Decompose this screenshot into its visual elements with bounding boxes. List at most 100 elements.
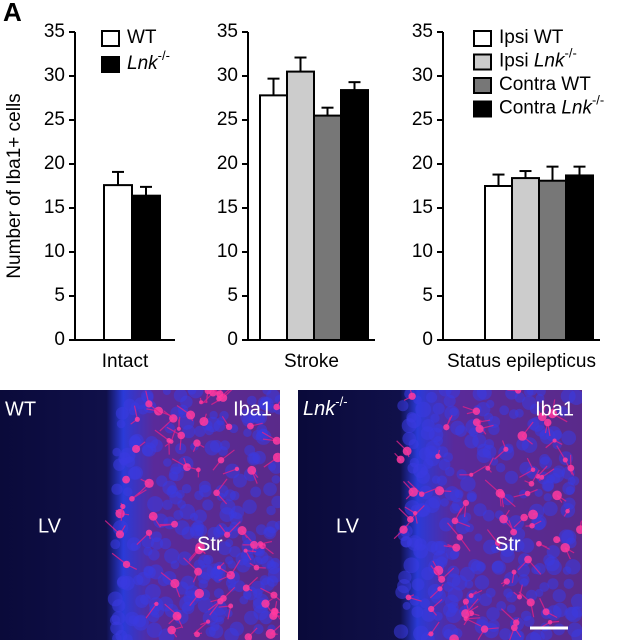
y-tick-label: 10: [44, 241, 65, 262]
microglia-body: [433, 565, 444, 576]
microglia-body: [553, 536, 561, 544]
nucleus: [504, 470, 519, 484]
nucleus: [444, 486, 460, 501]
nucleus: [271, 475, 280, 484]
y-tick-label: 0: [422, 329, 433, 350]
y-tick-label: 15: [217, 197, 238, 218]
nucleus: [439, 517, 454, 532]
nucleus: [472, 433, 487, 449]
nucleus: [541, 479, 555, 492]
microglia-body: [167, 625, 176, 635]
nucleus: [462, 512, 472, 522]
y-tick-label: 15: [412, 197, 433, 218]
microglia-body: [408, 487, 418, 497]
nucleus: [244, 610, 259, 625]
nucleus: [519, 538, 535, 553]
legend-label: Contra Lnk-/-: [499, 93, 604, 119]
x-axis-label: Stroke: [284, 351, 339, 372]
nucleus: [430, 413, 440, 423]
nucleus: [175, 443, 187, 455]
legend-swatch: [101, 56, 120, 73]
nucleus: [246, 395, 257, 406]
y-tick-label: 10: [217, 241, 238, 262]
microglia-body: [469, 472, 474, 477]
nucleus: [459, 566, 475, 582]
nucleus: [227, 583, 236, 592]
legend-swatch: [473, 100, 492, 118]
nucleus: [269, 459, 280, 474]
nucleus: [438, 390, 452, 397]
nucleus: [414, 503, 429, 518]
microglia-body: [513, 619, 520, 626]
nucleus: [248, 412, 259, 423]
microglia-body: [472, 407, 481, 415]
nucleus: [411, 578, 425, 591]
nucleus: [157, 573, 171, 587]
nucleus: [557, 406, 569, 417]
microglia-body: [524, 555, 532, 564]
microglia-body: [399, 525, 408, 534]
microglia-body: [134, 416, 140, 422]
microglia-body: [503, 446, 509, 452]
bar: [484, 185, 513, 341]
microglia-body: [475, 424, 484, 433]
bar: [286, 70, 315, 341]
y-tick-label: 25: [44, 109, 65, 130]
microglia-body: [196, 467, 201, 473]
microglia-body: [224, 531, 231, 538]
nucleus: [520, 610, 532, 622]
nucleus: [127, 466, 142, 480]
microglia-body: [528, 480, 535, 487]
nucleus: [563, 578, 574, 590]
microglia-body: [528, 509, 538, 520]
nucleus: [508, 409, 519, 420]
nucleus: [111, 483, 123, 495]
nucleus: [198, 579, 208, 589]
nucleus: [123, 456, 136, 468]
microglia-body: [449, 634, 459, 640]
microglia-body: [516, 594, 523, 600]
legend-label: Ipsi Lnk-/-: [499, 46, 577, 72]
legend-label: WT: [127, 27, 157, 48]
nucleus: [524, 390, 534, 397]
microglia-body: [524, 490, 531, 497]
microglia-body: [228, 603, 234, 609]
microglia-body: [434, 486, 445, 496]
microglia-body: [171, 520, 179, 528]
microglia-body: [510, 528, 518, 536]
nucleus: [564, 606, 579, 621]
nucleus: [117, 576, 128, 588]
nucleus: [181, 484, 192, 494]
microglia-body: [250, 540, 259, 549]
microglia-body: [485, 465, 491, 471]
microglia-body: [269, 611, 278, 620]
nucleus: [213, 526, 225, 538]
nucleus: [536, 390, 546, 397]
microglia-body: [194, 545, 204, 555]
nucleus: [415, 401, 432, 418]
nucleus: [470, 560, 485, 575]
nucleus: [561, 430, 577, 446]
microglia-body: [194, 567, 203, 576]
region-label: Str: [197, 533, 223, 555]
nucleus: [499, 628, 512, 640]
microglia-body: [225, 423, 233, 431]
nucleus: [263, 526, 277, 540]
microglia-body: [537, 412, 547, 422]
nucleus: [421, 419, 435, 432]
nucleus: [552, 602, 568, 618]
nucleus: [449, 407, 459, 417]
microglia-body: [154, 406, 164, 416]
microglia-body: [539, 474, 545, 480]
microglia-body: [552, 438, 557, 443]
nucleus: [198, 484, 212, 498]
nucleus: [535, 588, 544, 598]
microglia-body: [526, 598, 535, 607]
microglia-body: [132, 444, 141, 453]
nucleus: [252, 588, 263, 599]
microglia-body: [242, 584, 250, 592]
bar: [340, 89, 369, 341]
nucleus: [514, 392, 525, 403]
microglia-body: [530, 467, 536, 473]
microglia-body: [503, 578, 510, 585]
